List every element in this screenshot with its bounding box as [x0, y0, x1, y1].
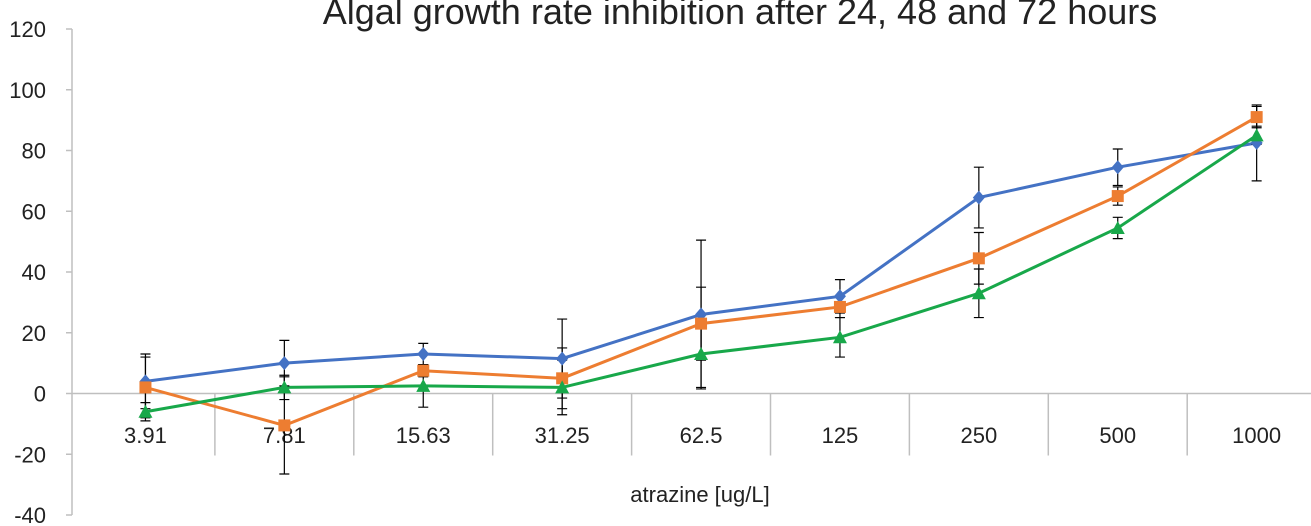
marker	[417, 347, 430, 362]
chart-title: Algal growth rate inhibition after 24, 4…	[323, 0, 1158, 32]
marker	[1110, 220, 1125, 234]
marker	[556, 351, 569, 366]
y-tick-label: 20	[22, 321, 46, 346]
x-axis-label: atrazine [ug/L]	[630, 482, 769, 507]
y-tick-label: 100	[9, 78, 46, 103]
y-tick-label: -40	[14, 503, 46, 526]
marker	[972, 252, 985, 265]
x-tick-label: 15.63	[396, 423, 451, 448]
marker	[1249, 128, 1264, 142]
marker	[278, 356, 291, 371]
marker	[556, 372, 569, 385]
y-tick-label: 60	[22, 199, 46, 224]
x-tick-label: 62.5	[680, 423, 723, 448]
marker	[833, 300, 846, 313]
marker	[694, 347, 709, 361]
y-tick-label: -20	[14, 442, 46, 467]
x-tick-label: 500	[1099, 423, 1136, 448]
marker	[138, 404, 153, 418]
x-tick-label: 250	[960, 423, 997, 448]
marker	[1111, 190, 1124, 203]
marker	[833, 289, 846, 304]
x-tick-label: 125	[822, 423, 859, 448]
marker	[555, 380, 570, 394]
marker	[1250, 111, 1263, 124]
y-tick-label: 80	[22, 139, 46, 164]
marker	[1111, 160, 1124, 175]
marker	[416, 378, 431, 392]
y-tick-label: 0	[34, 382, 46, 407]
x-tick-label: 31.25	[535, 423, 590, 448]
y-tick-label: 120	[9, 17, 46, 42]
marker	[278, 419, 291, 432]
marker	[972, 190, 985, 205]
marker	[971, 286, 986, 300]
marker	[139, 381, 152, 394]
marker	[277, 380, 292, 394]
marker	[832, 330, 847, 344]
x-tick-label: 1000	[1232, 423, 1281, 448]
y-tick-label: 40	[22, 260, 46, 285]
marker	[695, 317, 708, 330]
x-tick-label: 3.91	[124, 423, 167, 448]
marker	[417, 364, 430, 377]
